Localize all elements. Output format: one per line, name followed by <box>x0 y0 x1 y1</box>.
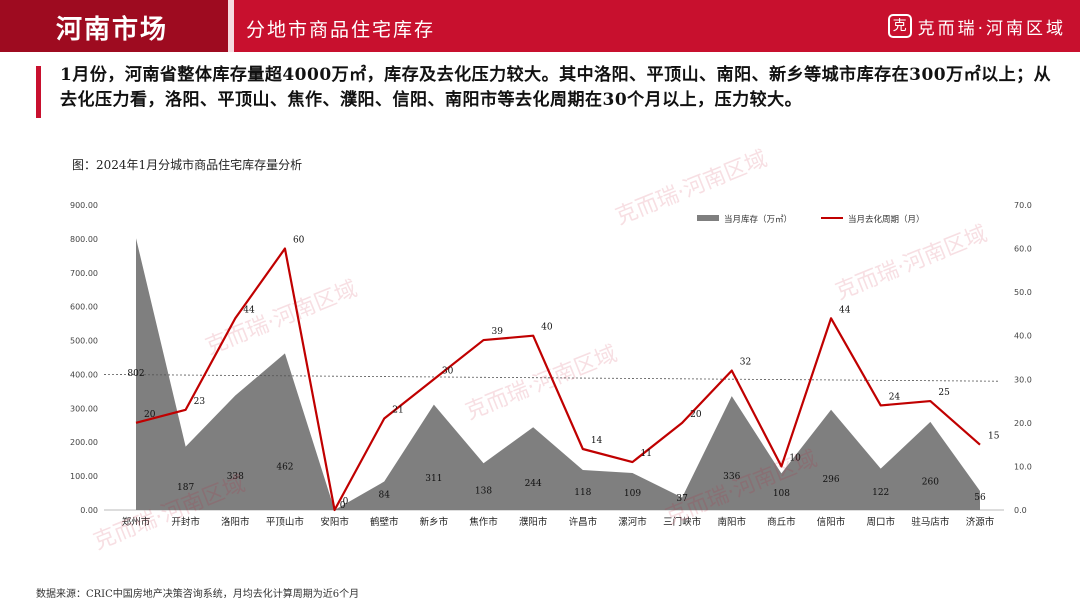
left-axis-tick-label: 800.00 <box>70 235 98 244</box>
category-label: 平顶山市 <box>266 516 305 528</box>
figure-caption: 图：2024年1月分城市商品住宅库存量分析 <box>72 158 303 172</box>
inventory-data-label: 802 <box>127 369 144 379</box>
header-divider <box>228 0 234 52</box>
category-label: 洛阳市 <box>221 516 250 528</box>
inventory-data-label: 260 <box>922 478 939 488</box>
sell-through-data-label: 10 <box>789 453 801 463</box>
inventory-area-series <box>136 238 980 510</box>
category-label: 安阳市 <box>320 516 349 528</box>
legend-area-label: 当月库存（万㎡） <box>724 214 792 225</box>
legend-line-label: 当月去化周期（月） <box>848 214 925 225</box>
category-label: 济源市 <box>966 516 995 528</box>
sell-through-data-label: 40 <box>541 323 553 333</box>
sell-through-data-label: 25 <box>938 388 950 398</box>
right-axis-tick-label: 20.0 <box>1014 419 1032 428</box>
logo-mark-icon: 克 <box>887 14 912 38</box>
inventory-data-label: 296 <box>822 475 839 485</box>
left-axis-tick-label: 0.00 <box>80 506 98 515</box>
right-axis-tick-label: 40.0 <box>1014 332 1032 341</box>
left-axis-tick-label: 300.00 <box>70 404 98 413</box>
category-label: 南阳市 <box>718 516 747 528</box>
company-logo: 克 克而瑞·河南区域 <box>887 12 1066 40</box>
left-axis-tick-label: 600.00 <box>70 303 98 312</box>
sell-through-data-label: 23 <box>194 397 206 407</box>
right-axis-tick-label: 50.0 <box>1014 288 1032 297</box>
sell-through-data-label: 20 <box>690 410 702 420</box>
category-label: 鹤壁市 <box>370 516 399 528</box>
category-label: 商丘市 <box>767 516 796 528</box>
category-label: 许昌市 <box>569 516 598 528</box>
sell-through-data-label: 20 <box>144 410 156 420</box>
summary-text: 1月份，河南省整体库存量超4000万㎡，库存及去化压力较大。其中洛阳、平顶山、南… <box>60 65 1052 110</box>
inventory-data-label: 37 <box>676 494 688 504</box>
right-axis-tick-label: 30.0 <box>1014 375 1032 384</box>
inventory-data-label: 244 <box>525 479 542 489</box>
sell-through-data-label: 0 <box>343 497 349 507</box>
header-bar: 河南市场 分地市商品住宅库存 克 克而瑞·河南区域 <box>0 0 1080 52</box>
inventory-data-label: 0 <box>340 501 346 511</box>
data-source-note: 数据来源：CRIC中国房地产决策咨询系统，月均去化计算周期为近6个月 <box>36 589 360 600</box>
section-title: 分地市商品住宅库存 <box>246 19 436 41</box>
inventory-data-label: 109 <box>624 489 641 499</box>
left-axis-tick-label: 900.00 <box>70 201 98 210</box>
category-label: 濮阳市 <box>519 516 548 528</box>
inventory-data-label: 138 <box>475 487 492 497</box>
right-axis-tick-label: 0.0 <box>1014 506 1027 515</box>
inventory-data-label: 122 <box>872 488 889 498</box>
right-axis-tick-label: 70.0 <box>1014 201 1032 210</box>
logo-text: 克而瑞·河南区域 <box>917 18 1066 39</box>
category-label: 周口市 <box>866 516 895 528</box>
sell-through-data-label: 14 <box>591 436 603 446</box>
inventory-data-label: 118 <box>574 488 591 498</box>
summary-accent-bar <box>36 66 41 118</box>
sell-through-data-label: 44 <box>839 305 851 315</box>
inventory-data-label: 187 <box>177 483 194 493</box>
category-label: 新乡市 <box>420 516 449 528</box>
sell-through-line-series <box>135 247 981 512</box>
sell-through-data-label: 44 <box>243 305 255 315</box>
right-axis-tick-label: 10.0 <box>1014 462 1032 471</box>
sell-through-data-label: 60 <box>293 236 305 246</box>
inventory-data-label: 338 <box>227 472 244 482</box>
right-axis-tick-label: 60.0 <box>1014 245 1032 254</box>
sell-through-data-label: 11 <box>640 449 651 459</box>
inventory-data-label: 336 <box>723 472 740 482</box>
left-axis-tick-label: 700.00 <box>70 269 98 278</box>
inventory-data-label: 84 <box>379 491 391 501</box>
sell-through-data-label: 21 <box>392 406 403 416</box>
category-label: 开封市 <box>171 516 200 528</box>
legend-area-swatch <box>697 215 719 221</box>
left-axis-tick-label: 100.00 <box>70 472 98 481</box>
sell-through-data-label: 24 <box>889 392 901 402</box>
sell-through-data-label: 32 <box>740 358 751 368</box>
category-label: 信阳市 <box>817 516 846 528</box>
category-label: 郑州市 <box>122 516 151 528</box>
category-label: 漯河市 <box>618 516 647 528</box>
sell-through-data-label: 30 <box>442 366 454 376</box>
category-label: 驻马店市 <box>911 516 950 528</box>
sell-through-data-label: 15 <box>988 432 1000 442</box>
category-label: 三门峡市 <box>663 516 702 528</box>
inventory-data-label: 462 <box>276 463 293 473</box>
left-axis-tick-label: 500.00 <box>70 337 98 346</box>
left-axis-tick-label: 400.00 <box>70 370 98 379</box>
sell-through-data-label: 39 <box>492 327 504 337</box>
inventory-data-label: 108 <box>773 489 790 499</box>
inventory-data-label: 311 <box>425 474 442 484</box>
brand-title: 河南市场 <box>56 15 169 45</box>
header-brand-block <box>0 0 228 52</box>
left-axis-tick-label: 200.00 <box>70 438 98 447</box>
inventory-data-label: 56 <box>974 493 986 503</box>
category-label: 焦作市 <box>469 516 498 528</box>
